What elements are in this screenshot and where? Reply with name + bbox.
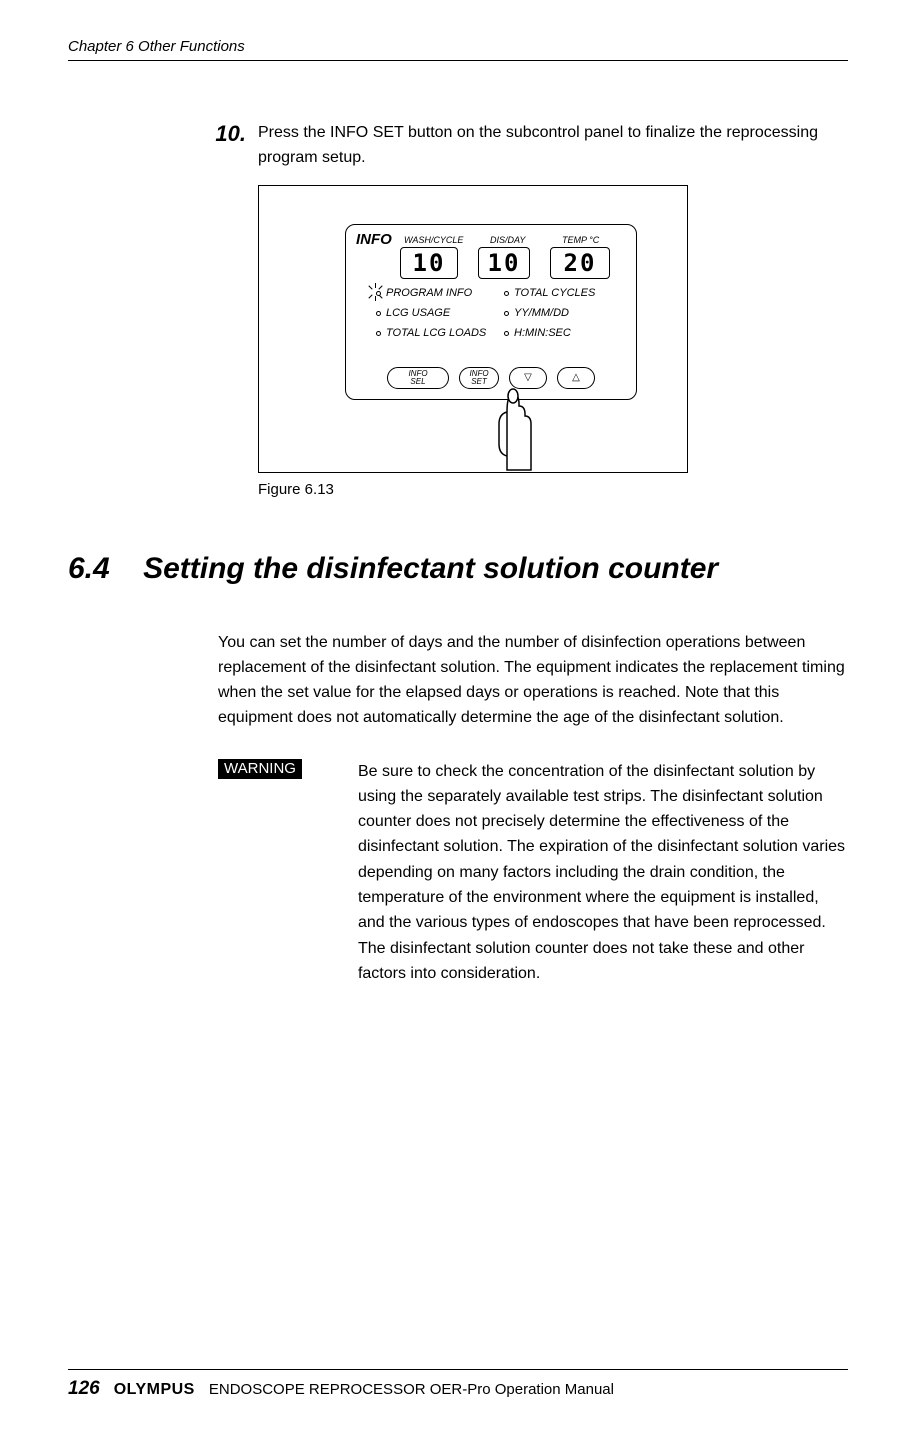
up-button[interactable]: △ bbox=[557, 367, 595, 389]
step-10: 10. Press the INFO SET button on the sub… bbox=[208, 121, 848, 171]
footer-brand: OLYMPUS bbox=[114, 1381, 195, 1399]
row-lcg-usage: LCG USAGE bbox=[386, 307, 450, 319]
step-text: Press the INFO SET button on the subcont… bbox=[252, 121, 822, 171]
indicator-dot bbox=[504, 331, 509, 336]
subcontrol-panel: INFO WASH/CYCLE DIS/DAY TEMP °C 10 10 20… bbox=[345, 224, 637, 400]
panel-title: INFO bbox=[356, 231, 392, 248]
footer-manual-title: ENDOSCOPE REPROCESSOR OER-Pro Operation … bbox=[209, 1381, 614, 1398]
row-total-lcg-loads: TOTAL LCG LOADS bbox=[386, 327, 486, 339]
figure-frame: INFO WASH/CYCLE DIS/DAY TEMP °C 10 10 20… bbox=[258, 185, 688, 473]
footer-page-number: 126 bbox=[68, 1378, 100, 1400]
indicator-dot bbox=[376, 331, 381, 336]
section-number: 6.4 bbox=[68, 552, 110, 585]
down-icon: ▽ bbox=[524, 373, 532, 383]
indicator-dot bbox=[504, 311, 509, 316]
dis-day-display: 10 bbox=[478, 247, 530, 279]
pointing-finger-icon bbox=[489, 384, 537, 472]
figure-6-13: INFO WASH/CYCLE DIS/DAY TEMP °C 10 10 20… bbox=[258, 185, 848, 498]
section-paragraph: You can set the number of days and the n… bbox=[218, 630, 848, 731]
column-temp-label: TEMP °C bbox=[562, 235, 599, 245]
indicator-dot bbox=[504, 291, 509, 296]
indicator-dot bbox=[376, 311, 381, 316]
chapter-label: Chapter 6 Other Functions bbox=[68, 38, 245, 55]
info-set-label: INFO SET bbox=[469, 370, 488, 386]
row-yymmdd: YY/MM/DD bbox=[514, 307, 569, 319]
wash-cycle-display: 10 bbox=[400, 247, 458, 279]
up-icon: △ bbox=[572, 373, 580, 383]
info-sel-button[interactable]: INFO SEL bbox=[387, 367, 449, 389]
figure-caption: Figure 6.13 bbox=[258, 481, 848, 498]
page-header: Chapter 6 Other Functions bbox=[68, 38, 848, 61]
section-title: Setting the disinfectant solution counte… bbox=[143, 552, 718, 585]
row-total-cycles: TOTAL CYCLES bbox=[514, 287, 595, 299]
warning-block: WARNING Be sure to check the concentrati… bbox=[218, 759, 848, 986]
warning-text: Be sure to check the concentration of th… bbox=[358, 759, 848, 986]
column-wash-label: WASH/CYCLE bbox=[404, 235, 463, 245]
row-program-info: PROGRAM INFO bbox=[386, 287, 472, 299]
row-hminsec: H:MIN:SEC bbox=[514, 327, 571, 339]
column-dis-label: DIS/DAY bbox=[490, 235, 525, 245]
indicator-dot bbox=[376, 291, 381, 296]
info-sel-label: INFO SEL bbox=[408, 370, 427, 386]
page-footer: 126 OLYMPUS ENDOSCOPE REPROCESSOR OER-Pr… bbox=[68, 1369, 848, 1400]
warning-label: WARNING bbox=[218, 759, 302, 779]
section-heading: 6.4 Setting the disinfectant solution co… bbox=[68, 552, 848, 586]
step-number: 10. bbox=[208, 121, 252, 171]
temp-display: 20 bbox=[550, 247, 610, 279]
